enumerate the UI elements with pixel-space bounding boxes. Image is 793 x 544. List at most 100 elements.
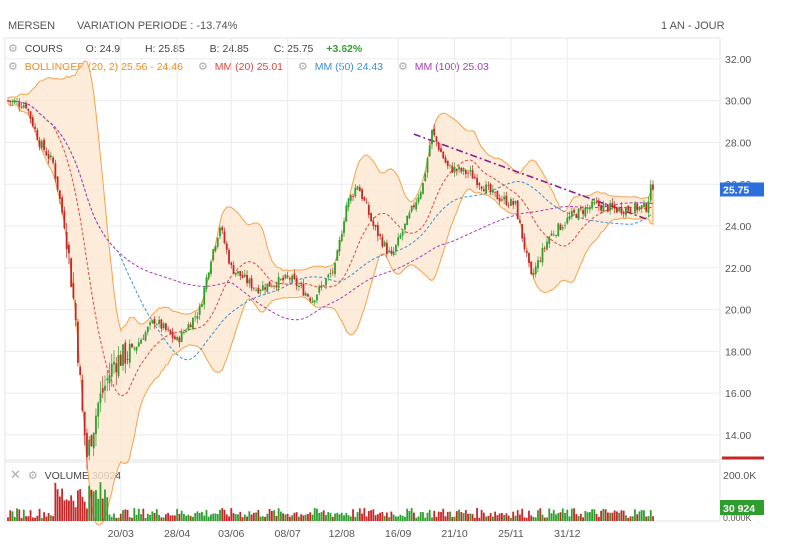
candle — [606, 205, 609, 212]
volume-bar — [142, 508, 145, 521]
volume-bar — [185, 515, 188, 521]
volume-bar — [516, 510, 519, 521]
volume-bar — [54, 482, 57, 521]
volume-bar — [101, 498, 104, 521]
volume-bar — [494, 511, 497, 521]
volume-bar — [410, 508, 413, 521]
volume-bar — [399, 514, 402, 521]
volume-bar — [521, 508, 524, 521]
candle — [604, 203, 607, 205]
volume-bar — [561, 508, 564, 521]
volume-bar — [613, 510, 616, 521]
candle — [397, 237, 400, 246]
candle — [261, 285, 264, 291]
cours-label: COURS — [24, 43, 63, 55]
candle — [22, 105, 25, 108]
volume-bar — [302, 515, 305, 521]
stock-name: MERSEN — [8, 20, 56, 32]
volume-bar — [498, 513, 501, 521]
candle — [514, 200, 517, 204]
candle — [243, 274, 246, 277]
candle — [286, 275, 289, 278]
candle — [363, 197, 366, 201]
volume-bar — [88, 485, 91, 521]
gear-icon[interactable]: ⚙ — [27, 470, 38, 482]
volume-bar — [609, 512, 612, 521]
volume-bar — [422, 512, 424, 521]
candle — [11, 100, 14, 103]
candle — [309, 297, 312, 301]
candle — [282, 277, 285, 281]
volume-bar — [219, 509, 221, 521]
volume-bar — [300, 514, 303, 521]
volume-bar — [43, 512, 45, 521]
candle — [543, 247, 546, 249]
volume-bar — [167, 512, 170, 521]
volume-bar — [45, 516, 48, 521]
volume-bar — [381, 512, 384, 521]
candle — [108, 375, 111, 384]
candle — [43, 139, 45, 151]
candle — [29, 111, 32, 119]
candle — [385, 242, 388, 254]
volume-bar — [390, 511, 393, 521]
volume-bar — [320, 512, 323, 521]
candle — [550, 233, 553, 236]
candle — [58, 190, 61, 200]
gear-icon[interactable]: ⚙ — [197, 61, 208, 73]
volume-bar — [361, 513, 363, 521]
candle — [334, 262, 336, 275]
candle — [133, 348, 136, 350]
candle — [435, 136, 438, 142]
volume-bar — [146, 513, 149, 521]
candle — [25, 103, 27, 109]
candle — [379, 234, 382, 236]
legend-cours: ⚙ COURS O: 24.9 H: 25.85 B: 24.85 C: 25.… — [8, 42, 362, 55]
volume-bar — [31, 517, 34, 521]
close-icon[interactable]: ✕ — [10, 467, 21, 482]
candle — [395, 244, 397, 252]
period-selector[interactable]: 1 AN - JOUR — [661, 20, 725, 32]
candle — [338, 239, 341, 252]
volume-bar — [261, 516, 264, 521]
volume-bar — [171, 515, 174, 521]
volume-bar — [528, 510, 530, 521]
volume-bar — [52, 516, 55, 521]
candle — [313, 300, 316, 303]
volume-bar — [525, 517, 528, 521]
volume-bar — [485, 516, 488, 521]
volume-bar — [487, 515, 490, 521]
candle — [63, 211, 66, 229]
volume-bar — [437, 511, 440, 521]
candle — [117, 355, 120, 377]
volume-bar — [573, 508, 575, 521]
candle — [126, 359, 129, 360]
gear-icon[interactable]: ⚙ — [397, 61, 408, 73]
volume-bar — [38, 508, 41, 521]
volume-bar — [277, 508, 280, 521]
candle — [609, 203, 612, 211]
volume-bar — [192, 516, 194, 521]
candle — [645, 203, 648, 212]
candle — [600, 205, 603, 211]
volume-bar — [600, 510, 603, 521]
volume-bar — [79, 489, 82, 521]
candle — [246, 274, 248, 284]
candle — [90, 435, 93, 447]
candle — [557, 223, 560, 237]
candle — [631, 213, 634, 215]
candle — [480, 186, 483, 189]
candle — [81, 379, 84, 411]
candle — [548, 236, 551, 244]
gear-icon[interactable]: ⚙ — [8, 61, 18, 73]
candle — [370, 213, 372, 221]
candle — [358, 187, 361, 192]
volume-bar — [214, 513, 217, 521]
candle — [392, 251, 395, 256]
gear-icon[interactable]: ⚙ — [8, 43, 18, 55]
volume-bar — [259, 516, 262, 521]
candle — [137, 342, 140, 347]
volume-bar — [284, 514, 287, 521]
gear-icon[interactable]: ⚙ — [297, 61, 308, 73]
